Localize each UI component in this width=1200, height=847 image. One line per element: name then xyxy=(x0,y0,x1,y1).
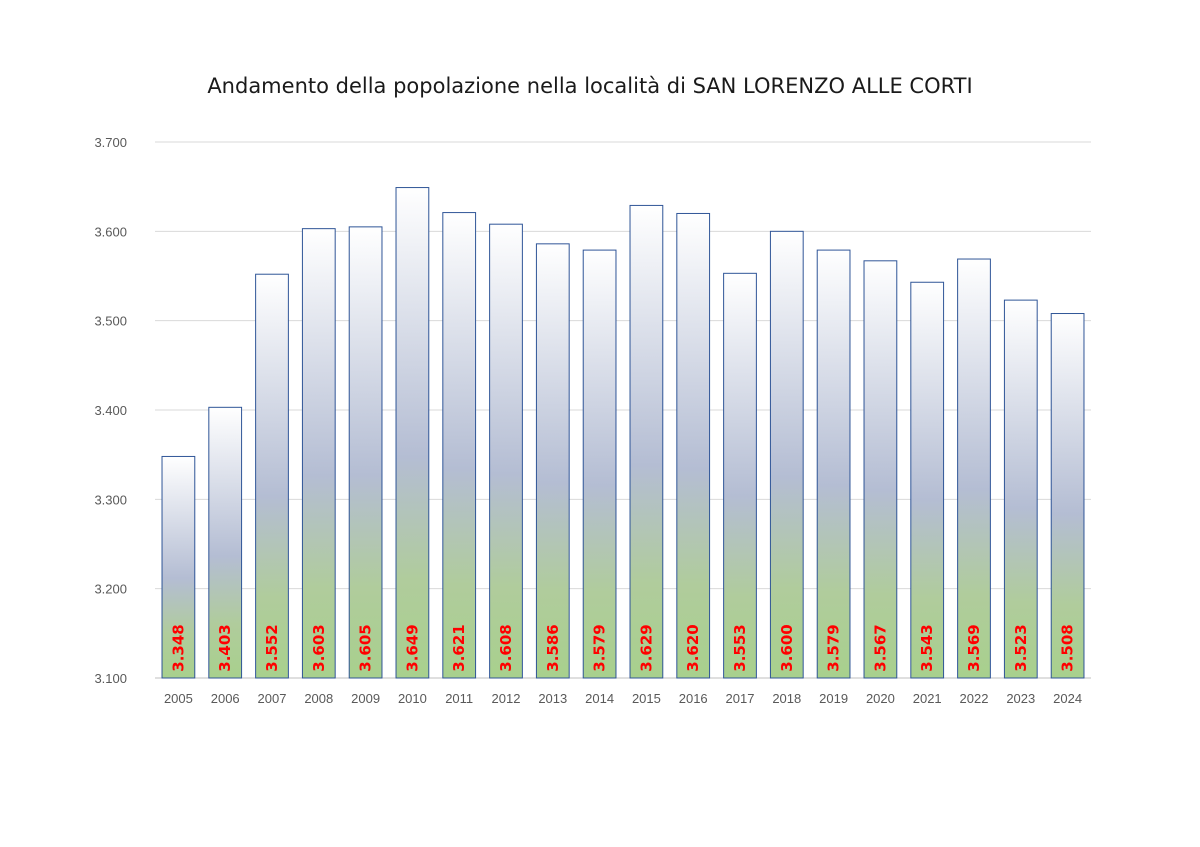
data-label: 3.579 xyxy=(825,624,843,671)
bar-2013 xyxy=(535,243,570,679)
data-label: 3.567 xyxy=(871,624,889,671)
data-label: 3.629 xyxy=(637,624,655,671)
data-label: 3.600 xyxy=(778,624,796,671)
data-label: 3.553 xyxy=(731,624,749,671)
data-label: 3.348 xyxy=(169,624,187,671)
bar-2022 xyxy=(957,258,991,679)
y-axis-ticks: 3.100 3.200 3.300 3.400 3.500 3.600 3.700 xyxy=(94,135,127,686)
y-tick-label: 3.600 xyxy=(94,224,127,239)
data-label: 3.552 xyxy=(263,624,281,671)
data-label: 3.586 xyxy=(544,624,562,671)
bar-2017 xyxy=(723,272,757,679)
gridlines xyxy=(155,141,1091,679)
x-tick-label: 2006 xyxy=(211,691,240,706)
x-tick-label: 2012 xyxy=(492,691,521,706)
x-tick-label: 2021 xyxy=(913,691,942,706)
y-tick-label: 3.100 xyxy=(94,671,127,686)
chart-title: Andamento della popolazione nella locali… xyxy=(207,74,973,98)
x-axis-ticks: 2005 2006 2007 2008 2009 2010 2011 2012 2013 2014… xyxy=(164,691,1082,706)
x-tick-label: 2011 xyxy=(445,691,473,706)
data-labels: 3.348 3.403 3.552 3.603 3.605 3.649 3.621 3.608… xyxy=(169,624,1076,671)
y-tick-label: 3.400 xyxy=(94,403,127,418)
bar-2007 xyxy=(255,273,289,679)
data-label: 3.579 xyxy=(591,624,609,671)
bars xyxy=(161,187,1085,679)
data-label: 3.621 xyxy=(450,624,468,671)
bar-2014 xyxy=(582,249,617,679)
bar-2010 xyxy=(395,187,430,679)
x-tick-label: 2022 xyxy=(960,691,989,706)
data-label: 3.603 xyxy=(310,624,328,671)
data-label: 3.403 xyxy=(216,624,234,671)
x-tick-label: 2010 xyxy=(398,691,427,706)
bar-2011 xyxy=(442,212,477,679)
y-tick-label: 3.300 xyxy=(94,492,127,507)
data-label: 3.508 xyxy=(1059,624,1077,671)
data-label: 3.543 xyxy=(918,624,936,671)
bar-2016 xyxy=(676,212,711,679)
x-tick-label: 2007 xyxy=(258,691,287,706)
x-tick-label: 2015 xyxy=(632,691,661,706)
x-tick-label: 2017 xyxy=(726,691,755,706)
bar-2005 xyxy=(161,455,196,679)
x-tick-label: 2009 xyxy=(351,691,380,706)
data-label: 3.569 xyxy=(965,624,983,671)
x-tick-label: 2005 xyxy=(164,691,193,706)
x-tick-label: 2019 xyxy=(819,691,848,706)
x-tick-label: 2024 xyxy=(1053,691,1082,706)
x-tick-label: 2013 xyxy=(538,691,567,706)
bar-2020 xyxy=(863,260,898,679)
bar-2018 xyxy=(769,230,804,679)
bar-2009 xyxy=(348,226,383,679)
bar-2008 xyxy=(301,228,336,679)
bar-2015 xyxy=(629,204,664,679)
y-tick-label: 3.200 xyxy=(94,582,127,597)
data-label: 3.620 xyxy=(684,624,702,671)
data-label: 3.605 xyxy=(357,624,375,671)
data-label: 3.523 xyxy=(1012,624,1030,671)
x-tick-label: 2020 xyxy=(866,691,895,706)
x-tick-label: 2023 xyxy=(1006,691,1035,706)
x-tick-label: 2018 xyxy=(772,691,801,706)
x-tick-label: 2014 xyxy=(585,691,614,706)
bar-2019 xyxy=(816,249,851,679)
bar-2012 xyxy=(489,223,523,679)
bar-2006 xyxy=(208,406,243,679)
x-tick-label: 2016 xyxy=(679,691,708,706)
y-tick-label: 3.500 xyxy=(94,314,127,329)
bar-2023 xyxy=(1003,299,1038,679)
bar-2024 xyxy=(1050,313,1085,679)
x-tick-label: 2008 xyxy=(304,691,333,706)
data-label: 3.608 xyxy=(497,624,515,671)
y-tick-label: 3.700 xyxy=(94,135,127,150)
bar-2021 xyxy=(910,281,945,679)
data-label: 3.649 xyxy=(403,624,421,671)
